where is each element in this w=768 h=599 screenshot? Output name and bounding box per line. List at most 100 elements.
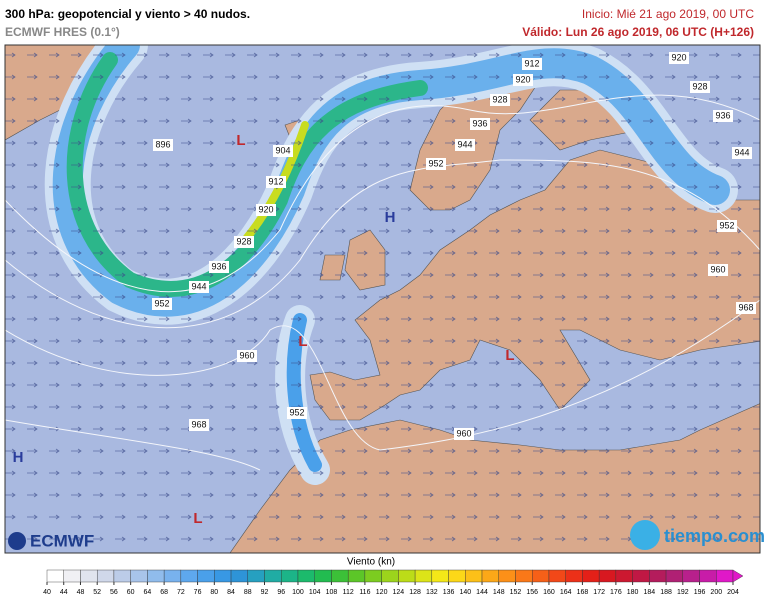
colorbar-swatch [314, 569, 332, 583]
colorbar-tick-label: 100 [292, 589, 304, 596]
colorbar-tick-label: 132 [426, 589, 438, 596]
colorbar-swatch [481, 569, 499, 583]
colorbar-swatch [448, 569, 466, 583]
contour-label: 936 [715, 110, 730, 120]
colorbar-tick-label: 140 [459, 589, 471, 596]
colorbar-swatch [615, 569, 633, 583]
colorbar-swatch [398, 569, 416, 583]
wind-arrows [5, 45, 760, 553]
map-frame [4, 44, 761, 554]
colorbar-tick-label: 124 [393, 589, 405, 596]
colorbar-tick-label: 44 [60, 589, 68, 596]
colorbar-tick-label: 84 [227, 589, 235, 596]
contour-label: 912 [268, 176, 283, 186]
colorbar-tick-label: 72 [177, 589, 185, 596]
tiempo-logo: tiempo.com [630, 520, 765, 550]
contour-label: 960 [710, 264, 725, 274]
pressure-center: L [298, 333, 307, 350]
contour-label-bg [708, 264, 728, 276]
contour-label-bg [189, 419, 209, 431]
colorbar-swatch [515, 569, 533, 583]
colorbar-tick-label: 136 [443, 589, 455, 596]
colorbar-swatch [582, 569, 600, 583]
contour-label-bg [736, 302, 756, 314]
colorbar-tick-label: 128 [409, 589, 421, 596]
contour-label-bg [266, 176, 286, 188]
ecmwf-icon [8, 532, 26, 550]
colorbar-tick-label: 156 [526, 589, 538, 596]
contour-label-bg [732, 147, 752, 159]
colorbar-tick-label: 104 [309, 589, 321, 596]
contour-label-bg [426, 158, 446, 170]
contour-label-bg [690, 81, 710, 93]
colorbar-title: Viento (kn) [347, 557, 395, 568]
colorbar-swatch [147, 569, 165, 583]
colorbar-tick-label: 80 [210, 589, 218, 596]
contour-label: 952 [154, 298, 169, 308]
colorbar-swatch [113, 569, 131, 583]
contour-label: 968 [738, 302, 753, 312]
colorbar-tick-label: 168 [577, 589, 589, 596]
contour-label: 936 [211, 261, 226, 271]
colorbar-tick-label: 88 [244, 589, 252, 596]
ecmwf-logo: ECMWF [8, 531, 94, 550]
colorbar-tick-label: 108 [326, 589, 338, 596]
colorbar-swatch [297, 569, 315, 583]
colorbar-tick-label: 48 [77, 589, 85, 596]
colorbar-swatch [632, 569, 650, 583]
colorbar-swatch [548, 569, 566, 583]
colorbar-tick-label: 116 [359, 589, 370, 596]
colorbar-swatch [214, 569, 232, 583]
colorbar-swatch [431, 569, 449, 583]
contour-label: 904 [275, 145, 290, 155]
colorbar-tick-label: 112 [343, 589, 354, 596]
contour-label: 952 [719, 220, 734, 230]
colorbar-swatch [598, 569, 617, 583]
contours [5, 94, 760, 471]
contour-label-bg [152, 298, 172, 310]
colorbar-swatch [63, 569, 81, 583]
colorbar-swatch [130, 569, 148, 583]
colorbar-swatch [264, 569, 282, 583]
contour-label: 952 [289, 407, 304, 417]
contour-label: 920 [515, 74, 530, 84]
title: 300 hPa: geopotencial y viento > 40 nudo… [5, 7, 250, 21]
colorbar-tick-label: 152 [510, 589, 522, 596]
colorbar-tick-label: 68 [160, 589, 168, 596]
contour-label-bg [287, 407, 307, 419]
colorbar-tick-label: 40 [43, 589, 51, 596]
colorbar-tick-label: 64 [143, 589, 151, 596]
contour-label-bg [513, 74, 533, 86]
pressure-center: L [193, 510, 202, 527]
colorbar-swatch [381, 569, 399, 583]
colorbar-tick-label: 92 [261, 589, 269, 596]
contour-label: 920 [258, 204, 273, 214]
colorbar-swatch [230, 569, 248, 583]
contour-label-bg [713, 110, 733, 122]
colorbar-swatch [247, 569, 265, 583]
colorbar-swatch [46, 569, 64, 583]
contour-label: 952 [428, 158, 443, 168]
colorbar-tick-label: 196 [694, 589, 706, 596]
pressure-center: H [385, 209, 396, 226]
contour-label-bg [490, 94, 510, 106]
init-time: Inicio: Mié 21 ago 2019, 00 UTC [582, 7, 754, 21]
contour-label: 928 [692, 81, 707, 91]
colorbar-tick-label: 144 [476, 589, 488, 596]
colorbar-tick-label: 76 [194, 589, 202, 596]
colorbar-swatch [180, 569, 198, 583]
contour-label: 912 [524, 58, 539, 68]
valid-time: Válido: Lun 26 ago 2019, 06 UTC (H+126) [522, 25, 754, 39]
contour-label-bg [717, 220, 737, 232]
contour-label: 920 [671, 52, 686, 62]
colorbar-swatch [197, 569, 215, 583]
contour-label: 960 [239, 350, 254, 360]
colorbar-swatch [649, 569, 667, 583]
colorbar-swatch [699, 569, 717, 583]
colorbar-tick-label: 176 [610, 589, 622, 596]
pressure-center: L [236, 132, 245, 149]
contour-label-bg [455, 139, 475, 151]
contour-label: 896 [155, 139, 170, 149]
contour-label-bg [273, 145, 293, 157]
